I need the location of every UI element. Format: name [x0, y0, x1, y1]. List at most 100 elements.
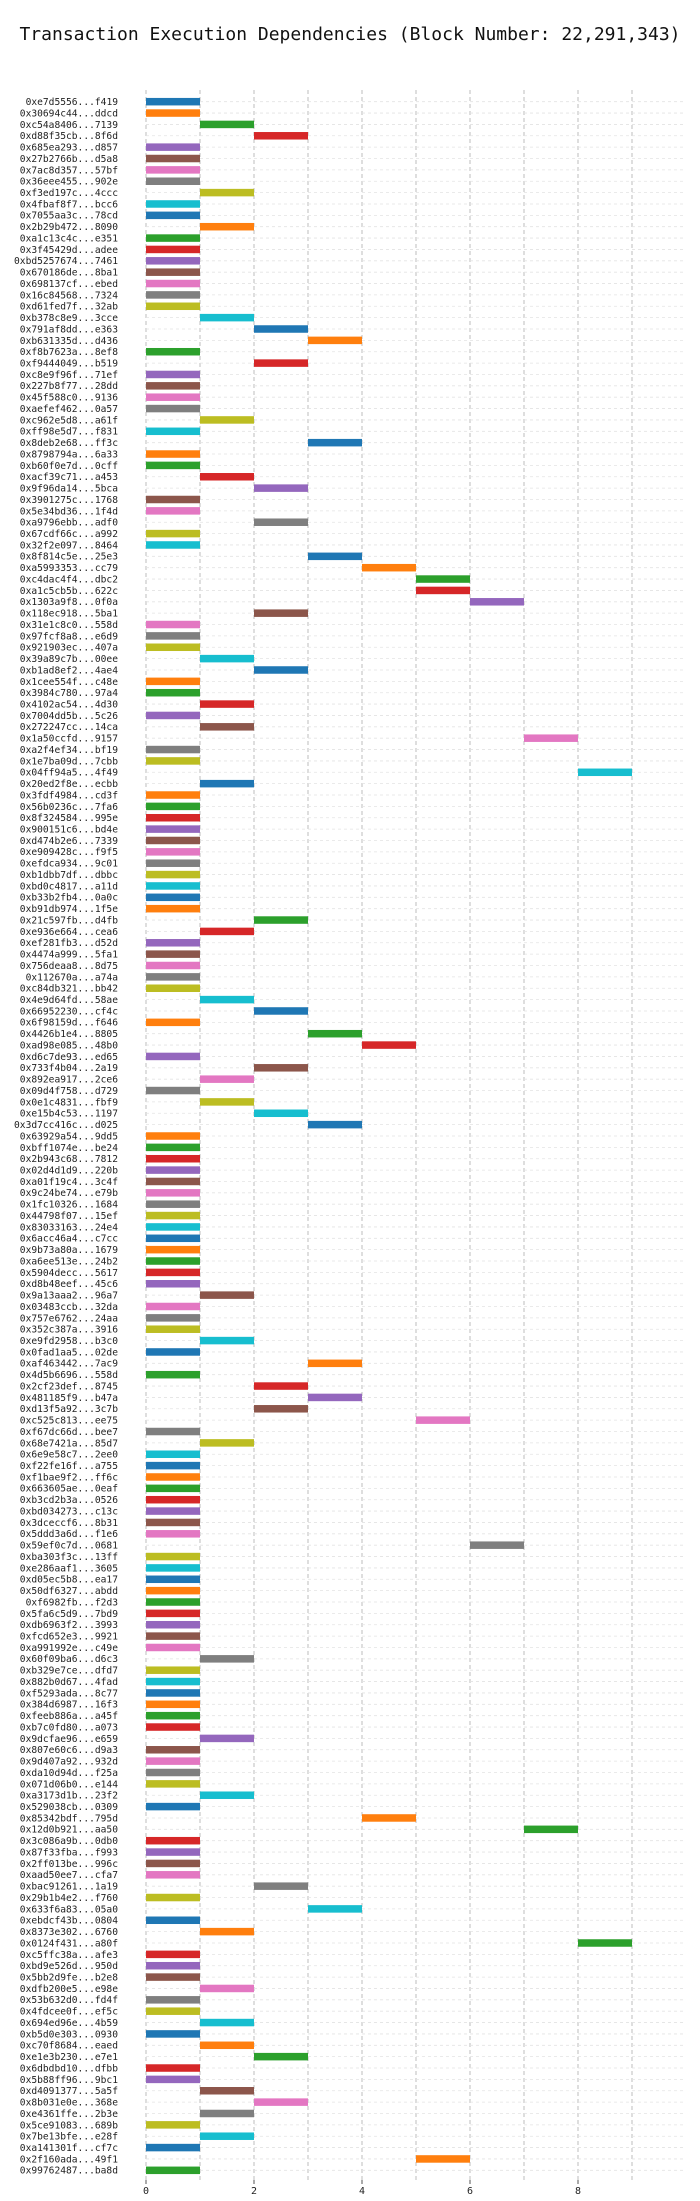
transaction-label: 0x685ea293...d857 — [20, 143, 118, 154]
dependency-bar — [146, 1211, 200, 1220]
transaction-label: 0x03483ccb...32da — [20, 1302, 118, 1313]
dependency-bar — [146, 1280, 200, 1288]
transaction-label: 0xaefef462...0a57 — [20, 404, 118, 415]
transaction-label: 0xb1ad8ef2...4ae4 — [20, 665, 118, 676]
transaction-label: 0xe7d5556...f419 — [26, 97, 119, 108]
dependency-bar — [146, 1450, 200, 1459]
dependency-bar — [146, 200, 200, 208]
dependency-bar — [146, 1586, 200, 1595]
transaction-label: 0x4102ac54...4d30 — [20, 699, 118, 710]
dependency-bar — [146, 1473, 200, 1481]
dependency-bar — [308, 1359, 362, 1368]
dependency-bar — [146, 1757, 200, 1765]
transaction-label: 0xe1e3b230...e7e1 — [20, 2052, 118, 2063]
transaction-label: 0x7004dd5b...5c26 — [20, 711, 118, 722]
dependency-bars — [146, 97, 632, 2175]
transaction-label: 0xe286aaf1...3605 — [20, 1563, 118, 1574]
dependency-bar — [146, 1666, 200, 1674]
dependency-bar — [146, 1746, 200, 1754]
transaction-label: 0xf9444049...b519 — [20, 359, 118, 370]
dependency-bar — [146, 1018, 200, 1027]
dependency-bar — [146, 507, 200, 515]
dependency-bar — [146, 1325, 200, 1333]
dependency-bar — [146, 461, 200, 470]
transaction-label: 0xf67dc66d...bee7 — [20, 1427, 118, 1438]
transaction-label: 0x4474a999...5fa1 — [20, 950, 118, 961]
dependency-bar — [146, 1848, 200, 1856]
dependency-bar — [146, 1518, 200, 1527]
dependency-bar — [146, 1961, 200, 1970]
transaction-label: 0xc5ffc38a...afe3 — [20, 1950, 118, 1961]
dependency-bar — [146, 1132, 200, 1140]
dependency-bar — [200, 416, 254, 424]
dependency-bar — [146, 211, 200, 220]
dependency-bar — [146, 2143, 200, 2152]
transaction-label: 0x29b1b4e2...f760 — [20, 1893, 118, 1904]
transaction-label: 0x9c24be74...e79b — [20, 1188, 118, 1199]
transaction-label: 0x8373e302...6760 — [20, 1927, 118, 1938]
dependency-bar — [146, 1620, 200, 1629]
transaction-label: 0x4fbaf8f7...bcc6 — [20, 199, 118, 210]
transaction-label: 0x8b031e0e...368e — [20, 2098, 118, 2109]
dependency-bar — [200, 779, 254, 788]
dependency-bar — [416, 2155, 470, 2163]
dependency-bar — [146, 1723, 200, 1731]
transaction-label: 0xc54a8406...7139 — [20, 120, 118, 131]
transaction-label: 0xa5993353...cc79 — [20, 563, 118, 574]
transaction-label: 0xb91db974...1f5e — [20, 904, 118, 915]
transaction-label: 0x1a50ccfd...9157 — [20, 734, 118, 745]
dependency-bar — [146, 1427, 200, 1436]
transaction-label: 0x3dceccf6...8b31 — [20, 1518, 118, 1529]
transaction-label: 0x83033163...24e4 — [20, 1222, 118, 1233]
transaction-label: 0x8f814c5e...25e3 — [20, 552, 118, 563]
dependency-bar — [146, 791, 200, 799]
dependency-bar — [200, 188, 254, 197]
transaction-label: 0x1cee554f...c48e — [20, 677, 118, 688]
transaction-label: 0xb631335d...d436 — [20, 336, 118, 347]
transaction-label: 0xe4361ffe...2b3e — [20, 2109, 118, 2120]
transaction-label: 0x5e34bd36...1f4d — [20, 506, 118, 517]
transaction-label: 0x9a13aaa2...96a7 — [20, 1291, 118, 1302]
transaction-label: 0x50df6327...abdd — [20, 1586, 118, 1597]
dependency-bar — [254, 2052, 308, 2061]
transaction-label: 0x5bb2d9fe...b2e8 — [20, 1972, 118, 1983]
transaction-label: 0x756deaa8...8d75 — [20, 961, 118, 972]
dependency-bar — [200, 1291, 254, 1299]
dependency-bar — [146, 1189, 200, 1197]
transaction-label: 0x20ed2f8e...ecbb — [20, 779, 118, 790]
dependency-bar — [200, 1439, 254, 1447]
dependency-bar — [146, 1632, 200, 1640]
dependency-bar — [146, 802, 200, 811]
transaction-label: 0xc70f8684...eaed — [20, 2041, 118, 2052]
transaction-label: 0xa991992e...c49e — [20, 1643, 118, 1654]
dependency-bar — [254, 484, 308, 492]
dependency-bar — [200, 927, 254, 936]
dependency-bar — [146, 393, 200, 401]
dependency-bar — [200, 1791, 254, 1799]
transaction-label: 0x882b0d67...4fad — [20, 1677, 118, 1688]
transaction-label: 0xfcd652e3...9921 — [20, 1632, 118, 1643]
dependency-bar — [200, 222, 254, 231]
transaction-label: 0x16c84568...7324 — [20, 290, 118, 301]
transaction-label: 0x9d407a92...932d — [20, 1757, 118, 1768]
transaction-label: 0x698137cf...ebed — [20, 279, 118, 290]
transaction-label: 0xaf463442...7ac9 — [20, 1359, 118, 1370]
dependency-bar — [308, 1905, 362, 1913]
transaction-label: 0xdb6963f2...3993 — [20, 1620, 118, 1631]
transaction-label: 0xf6982fb...f2d3 — [26, 1597, 119, 1608]
dependency-bar — [362, 1041, 416, 1049]
dependency-bar — [146, 1564, 200, 1572]
transaction-label: 0xd05ec5b8...ea17 — [20, 1575, 118, 1586]
dependency-bar — [254, 325, 308, 333]
dependency-bar — [146, 291, 200, 299]
dependency-bar — [200, 1927, 254, 1936]
transaction-label: 0x97fcf8a8...e6d9 — [20, 631, 118, 642]
transaction-label: 0xefdca934...9c01 — [20, 859, 118, 870]
dependency-bar — [200, 2087, 254, 2095]
transaction-label: 0x09d4f758...d729 — [20, 1086, 118, 1097]
dependency-bar — [200, 1075, 254, 1083]
dependency-bar — [146, 166, 200, 174]
transaction-label: 0xd13f5a92...3c7b — [20, 1404, 118, 1415]
dependency-bar — [146, 688, 200, 697]
dependency-bar — [146, 347, 200, 356]
